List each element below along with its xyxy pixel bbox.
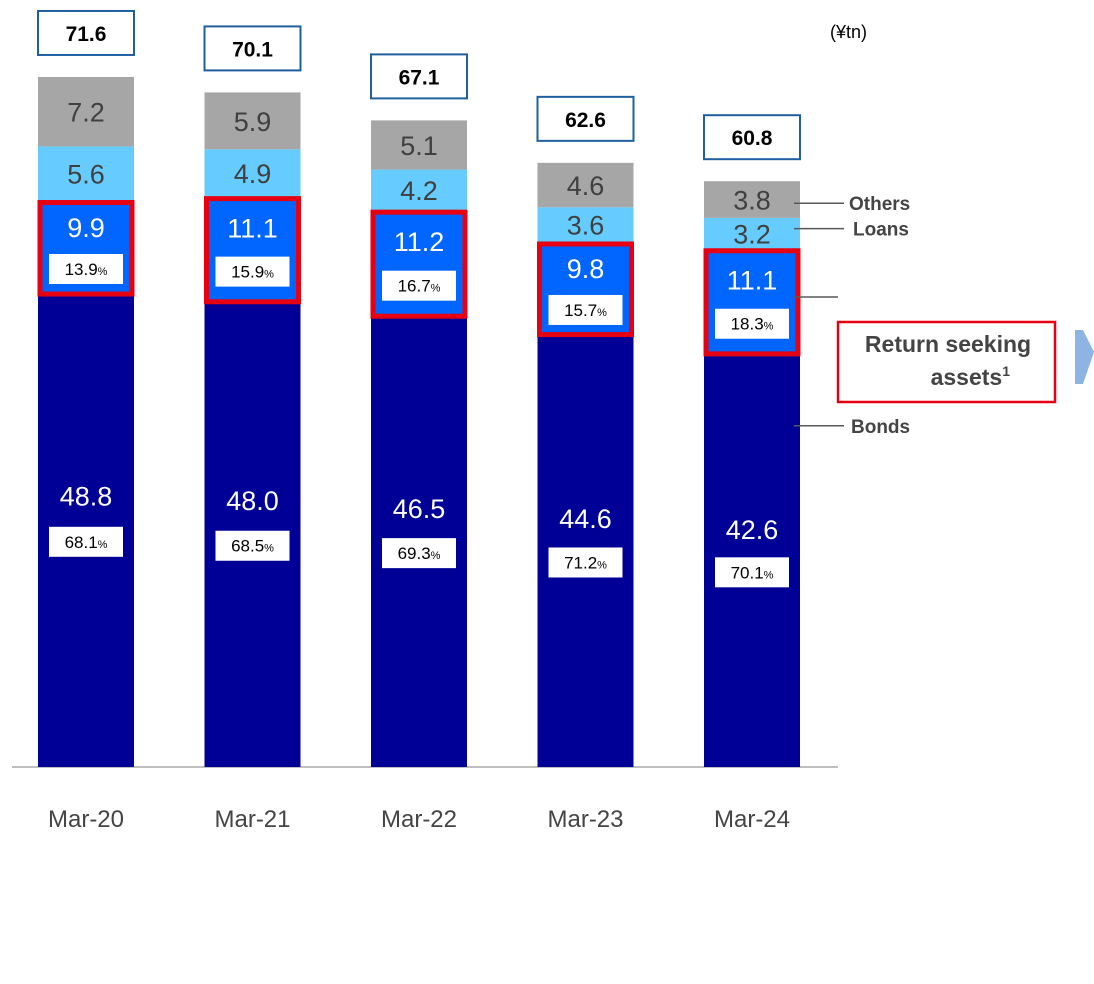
x-tick-label: Mar-20 bbox=[48, 806, 124, 833]
bonds-value-label: 48.0 bbox=[226, 486, 279, 516]
total-box bbox=[37, 9, 135, 56]
return-seeking-value-label: 11.2 bbox=[394, 227, 445, 257]
continue-arrow-icon bbox=[1075, 330, 1094, 384]
return-seeking-percent-label: 15.9% bbox=[231, 263, 274, 282]
bar-segment-loans bbox=[537, 207, 634, 242]
bonds-percent-label: 70.1% bbox=[731, 563, 774, 582]
total-label: 60.8 bbox=[732, 127, 773, 150]
bonds-value-label: 48.8 bbox=[60, 482, 113, 512]
bar-segment-others bbox=[704, 181, 800, 218]
bonds-value-label: 42.6 bbox=[726, 515, 779, 545]
return-seeking-value-label: 9.8 bbox=[567, 254, 605, 284]
bonds-percent-label: 71.2% bbox=[564, 553, 607, 572]
unit-label: (¥tn) bbox=[830, 22, 867, 42]
loans-value-label: 4.9 bbox=[234, 159, 272, 189]
total-box bbox=[703, 114, 801, 161]
others-value-label: 5.1 bbox=[400, 131, 438, 161]
return-seeking-percent-label: 15.7% bbox=[564, 301, 607, 320]
total-box bbox=[370, 53, 468, 100]
legend-label-others: Others bbox=[849, 194, 910, 215]
loans-value-label: 4.2 bbox=[400, 176, 438, 206]
bonds-percent-label: 68.1% bbox=[65, 533, 108, 552]
legend-label-return-seeking-line2: assets1 bbox=[931, 363, 1011, 390]
legend-label-return-seeking: Return seeking bbox=[865, 331, 1031, 357]
bonds-percent-box bbox=[548, 547, 623, 578]
return-seeking-highlight-box bbox=[703, 248, 801, 357]
legend-callout-box bbox=[836, 320, 1057, 404]
total-box bbox=[203, 25, 302, 72]
loans-value-label: 3.6 bbox=[567, 211, 605, 241]
return-seeking-highlight-box bbox=[37, 199, 135, 297]
legend-label-loans: Loans bbox=[853, 220, 909, 241]
legend-label-bonds: Bonds bbox=[851, 417, 910, 438]
return-seeking-percent-box bbox=[715, 308, 789, 339]
return-seeking-percent-label: 18.3% bbox=[731, 315, 774, 334]
return-seeking-percent-label: 13.9% bbox=[65, 260, 108, 279]
bonds-percent-label: 69.3% bbox=[398, 544, 441, 563]
bonds-percent-box bbox=[715, 557, 789, 588]
bonds-value-label: 44.6 bbox=[559, 504, 612, 534]
x-tick-label: Mar-23 bbox=[547, 806, 623, 833]
return-seeking-percent-label: 16.7% bbox=[398, 277, 441, 296]
total-label: 62.6 bbox=[565, 109, 606, 132]
bar-segment-loans bbox=[204, 149, 301, 197]
bonds-percent-box bbox=[382, 538, 456, 569]
bar-segment-others bbox=[371, 120, 467, 170]
total-label: 70.1 bbox=[232, 38, 273, 61]
bar-segment-loans bbox=[371, 169, 467, 211]
others-value-label: 5.9 bbox=[234, 107, 272, 137]
return-seeking-value-label: 11.1 bbox=[227, 213, 278, 243]
return-seeking-highlight-box bbox=[204, 196, 301, 305]
bonds-percent-box bbox=[215, 530, 290, 561]
bonds-percent-box bbox=[49, 526, 123, 557]
x-tick-label: Mar-21 bbox=[214, 806, 290, 833]
bar-segment-loans bbox=[704, 217, 800, 249]
return-seeking-percent-box bbox=[382, 270, 456, 301]
bonds-value-label: 46.5 bbox=[393, 494, 446, 524]
return-seeking-highlight-box bbox=[370, 209, 468, 319]
bar-segment-others bbox=[537, 162, 634, 208]
return-seeking-value-label: 9.9 bbox=[67, 213, 105, 243]
x-tick-label: Mar-22 bbox=[381, 806, 457, 833]
others-value-label: 4.6 bbox=[567, 171, 605, 201]
loans-value-label: 5.6 bbox=[67, 159, 105, 189]
others-value-label: 3.8 bbox=[733, 186, 771, 216]
bar-segment-others bbox=[38, 76, 134, 147]
others-value-label: 7.2 bbox=[67, 98, 105, 128]
total-box bbox=[536, 95, 635, 142]
x-tick-label: Mar-24 bbox=[714, 806, 790, 833]
loans-value-label: 3.2 bbox=[733, 219, 771, 249]
total-label: 71.6 bbox=[66, 23, 107, 46]
return-seeking-highlight-box bbox=[537, 241, 634, 338]
return-seeking-percent-box bbox=[548, 294, 623, 325]
return-seeking-percent-box bbox=[215, 256, 290, 287]
bonds-percent-label: 68.5% bbox=[231, 537, 274, 556]
return-seeking-percent-box bbox=[49, 254, 123, 285]
total-label: 67.1 bbox=[399, 66, 440, 89]
bar-segment-loans bbox=[38, 146, 134, 201]
return-seeking-value-label: 11.1 bbox=[727, 265, 778, 295]
bar-segment-others bbox=[204, 92, 301, 150]
